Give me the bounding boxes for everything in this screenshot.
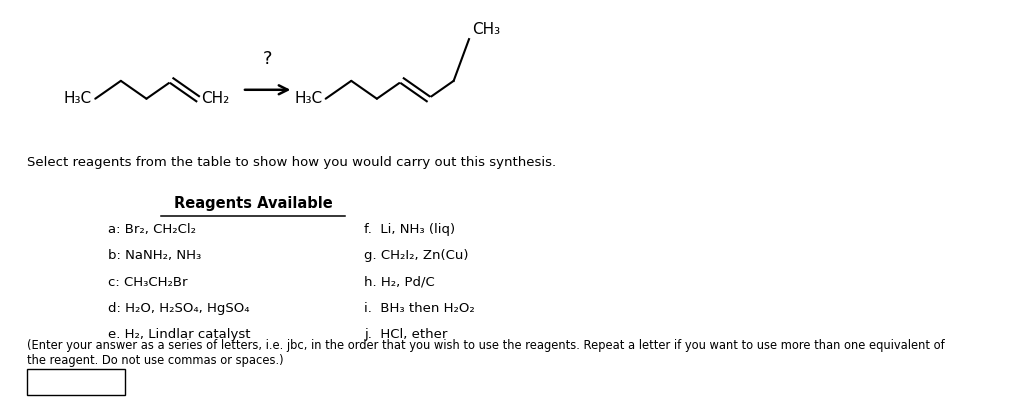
Text: (Enter your answer as a series of letters, i.e. jbc, in the order that you wish : (Enter your answer as a series of letter… bbox=[27, 339, 945, 367]
Text: g. CH₂I₂, Zn(Cu): g. CH₂I₂, Zn(Cu) bbox=[365, 249, 469, 262]
Text: j.  HCl, ether: j. HCl, ether bbox=[365, 328, 447, 341]
Text: H₃C: H₃C bbox=[294, 91, 323, 106]
Text: i.  BH₃ then H₂O₂: i. BH₃ then H₂O₂ bbox=[365, 302, 475, 315]
Text: CH₃: CH₃ bbox=[472, 22, 501, 37]
Text: a: Br₂, CH₂Cl₂: a: Br₂, CH₂Cl₂ bbox=[109, 223, 196, 236]
Text: ?: ? bbox=[263, 50, 272, 68]
Text: c: CH₃CH₂Br: c: CH₃CH₂Br bbox=[109, 275, 187, 288]
Text: Select reagents from the table to show how you would carry out this synthesis.: Select reagents from the table to show h… bbox=[27, 156, 556, 169]
Text: b: NaNH₂, NH₃: b: NaNH₂, NH₃ bbox=[109, 249, 202, 262]
Text: e. H₂, Lindlar catalyst: e. H₂, Lindlar catalyst bbox=[109, 328, 251, 341]
Text: d: H₂O, H₂SO₄, HgSO₄: d: H₂O, H₂SO₄, HgSO₄ bbox=[109, 302, 250, 315]
Text: f.  Li, NH₃ (liq): f. Li, NH₃ (liq) bbox=[365, 223, 456, 236]
Text: CH₂: CH₂ bbox=[201, 91, 229, 106]
Text: H₃C: H₃C bbox=[63, 91, 92, 106]
Text: h. H₂, Pd/C: h. H₂, Pd/C bbox=[365, 275, 435, 288]
Text: Reagents Available: Reagents Available bbox=[174, 196, 333, 211]
FancyBboxPatch shape bbox=[27, 369, 125, 395]
